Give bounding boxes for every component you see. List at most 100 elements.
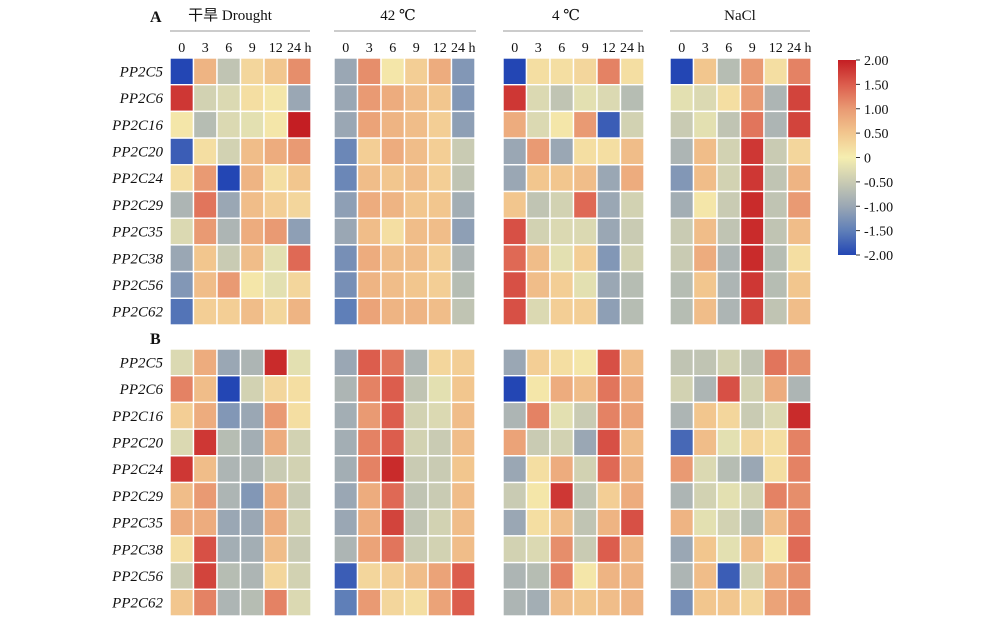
heatmap-cell-b-drought-pp2c56-t4	[263, 561, 289, 590]
heatmap-cell-b-4c-pp2c56-t5	[619, 561, 645, 590]
heatmap-cell-a-42c-pp2c24-t3	[403, 164, 429, 193]
heatmap-cell-a-42c-pp2c35-t1	[356, 217, 382, 246]
heatmap-cell-b-drought-pp2c24-t1	[192, 455, 218, 484]
heatmap-cell-a-4c-pp2c29-t5	[619, 190, 645, 219]
heatmap-cell-a-drought-pp2c20-t2	[216, 137, 242, 166]
heatmap-cell-b-nacl-pp2c24-t0	[669, 455, 695, 484]
heatmap-cell-a-4c-pp2c38-t5	[619, 244, 645, 273]
heatmap-cell-a-drought-pp2c24-t1	[192, 164, 218, 193]
heatmap-cell-a-42c-pp2c62-t3	[403, 297, 429, 326]
heatmap-cell-b-4c-pp2c62-t2	[549, 588, 575, 617]
heatmap-cell-a-42c-pp2c6-t3	[403, 83, 429, 113]
heatmap-cell-b-nacl-pp2c38-t2	[716, 535, 742, 564]
heatmap-cell-a-42c-pp2c5-t1	[356, 57, 382, 86]
heatmap-cell-a-drought-pp2c38-t0	[169, 244, 195, 273]
heatmap-cell-b-nacl-pp2c35-t0	[669, 508, 695, 537]
heatmap-cell-b-4c-pp2c24-t2	[549, 455, 575, 484]
heatmap-cell-a-4c-pp2c56-t2	[549, 270, 575, 300]
heatmap-cell-b-4c-pp2c62-t5	[619, 588, 645, 617]
heatmap-cell-b-42c-pp2c62-t2	[380, 588, 406, 617]
time-label-42c-2: 6	[389, 41, 396, 56]
heatmap-cell-b-nacl-pp2c24-t3	[739, 455, 765, 484]
heatmap-cell-a-nacl-pp2c56-t3	[739, 270, 765, 300]
heatmap-cell-b-42c-pp2c6-t3	[403, 375, 429, 404]
heatmap-cell-a-4c-pp2c20-t2	[549, 137, 575, 166]
heatmap-cell-a-42c-pp2c6-t4	[427, 83, 453, 113]
heatmap-cell-b-nacl-pp2c35-t5	[786, 508, 812, 537]
heatmap-cell-b-drought-pp2c16-t3	[239, 401, 265, 430]
heatmap-cell-b-42c-pp2c56-t1	[356, 561, 382, 590]
heatmap-cell-a-4c-pp2c24-t0	[502, 164, 528, 193]
heatmap-cell-a-drought-pp2c6-t2	[216, 83, 242, 113]
heatmap-cell-b-4c-pp2c6-t4	[596, 375, 622, 404]
heatmap-cell-b-nacl-pp2c16-t5	[786, 401, 812, 430]
heatmap-cell-b-drought-pp2c62-t2	[216, 588, 242, 617]
heatmap-cell-a-42c-pp2c20-t1	[356, 137, 382, 166]
heatmap-cell-b-drought-pp2c35-t3	[239, 508, 265, 537]
heatmap-cell-a-nacl-pp2c35-t5	[786, 217, 812, 246]
heatmap-cell-a-drought-pp2c5-t5	[286, 57, 312, 86]
heatmap-cell-a-drought-pp2c16-t5	[286, 110, 312, 139]
heatmap-cell-b-drought-pp2c38-t4	[263, 535, 289, 564]
heatmap-cell-a-drought-pp2c16-t1	[192, 110, 218, 139]
heatmap-cell-a-4c-pp2c16-t4	[596, 110, 622, 139]
heatmap-cell-a-4c-pp2c6-t0	[502, 83, 528, 113]
time-label-drought-3: 9	[249, 41, 256, 56]
heatmap-cell-b-drought-pp2c56-t0	[169, 561, 195, 590]
heatmap-cell-b-drought-pp2c6-t2	[216, 375, 242, 404]
heatmap-cell-b-drought-pp2c29-t3	[239, 481, 265, 510]
heatmap-cell-b-42c-pp2c20-t3	[403, 428, 429, 457]
heatmap-cell-a-4c-pp2c24-t3	[572, 164, 598, 193]
heatmap-cell-a-nacl-pp2c20-t0	[669, 137, 695, 166]
heatmap-cell-b-drought-pp2c62-t0	[169, 588, 195, 617]
heatmap-cell-a-drought-pp2c35-t2	[216, 217, 242, 246]
heatmap-cell-b-42c-pp2c29-t3	[403, 481, 429, 510]
heatmap-cell-b-42c-pp2c20-t5	[450, 428, 476, 457]
heatmap-cell-b-drought-pp2c62-t5	[286, 588, 312, 617]
gene-label-a-pp2c16: PP2C16	[111, 118, 163, 134]
heatmap-cell-a-nacl-pp2c38-t3	[739, 244, 765, 273]
heatmap-cell-b-4c-pp2c6-t3	[572, 375, 598, 404]
time-label-nacl-1: 3	[702, 41, 709, 56]
heatmap-cell-a-4c-pp2c29-t2	[549, 190, 575, 219]
gene-label-b-pp2c5: PP2C5	[119, 355, 164, 371]
heatmap-cell-a-4c-pp2c56-t3	[572, 270, 598, 300]
heatmap-cell-b-nacl-pp2c16-t3	[739, 401, 765, 430]
heatmap-cell-a-nacl-pp2c56-t2	[716, 270, 742, 300]
heatmap-cell-a-nacl-pp2c29-t3	[739, 190, 765, 219]
heatmap-cell-b-4c-pp2c24-t0	[502, 455, 528, 484]
heatmap-cell-b-drought-pp2c20-t0	[169, 428, 195, 457]
heatmap-cell-a-drought-pp2c20-t1	[192, 137, 218, 166]
gene-label-a-pp2c35: PP2C35	[111, 225, 163, 241]
heatmap-cell-a-4c-pp2c56-t1	[525, 270, 551, 300]
heatmap-cell-b-drought-pp2c35-t0	[169, 508, 195, 537]
heatmap-cell-a-4c-pp2c5-t4	[596, 57, 622, 86]
heatmap-cell-b-42c-pp2c56-t5	[450, 561, 476, 590]
heatmap-cell-b-nacl-pp2c20-t2	[716, 428, 742, 457]
heatmap-cell-b-drought-pp2c29-t0	[169, 481, 195, 510]
heatmap-cell-b-nacl-pp2c62-t2	[716, 588, 742, 617]
heatmap-cell-b-drought-pp2c35-t4	[263, 508, 289, 537]
heatmap-cell-b-42c-pp2c62-t4	[427, 588, 453, 617]
heatmap-cell-b-4c-pp2c20-t1	[525, 428, 551, 457]
heatmap-cell-b-nacl-pp2c20-t5	[786, 428, 812, 457]
heatmap-cell-a-4c-pp2c38-t4	[596, 244, 622, 273]
heatmap-cell-a-42c-pp2c38-t4	[427, 244, 453, 273]
heatmap-cell-b-42c-pp2c16-t2	[380, 401, 406, 430]
heatmap-cell-b-drought-pp2c5-t2	[216, 348, 242, 377]
colorbar-tick-label: -1.00	[864, 200, 893, 215]
heatmap-cell-a-nacl-pp2c20-t2	[716, 137, 742, 166]
heatmap-cell-a-nacl-pp2c62-t2	[716, 297, 742, 326]
heatmap-cell-a-nacl-pp2c24-t5	[786, 164, 812, 193]
heatmap-cell-a-drought-pp2c56-t0	[169, 270, 195, 300]
heatmap-cell-a-drought-pp2c24-t3	[239, 164, 265, 193]
heatmap-cell-b-nacl-pp2c38-t0	[669, 535, 695, 564]
heatmap-cell-a-4c-pp2c29-t4	[596, 190, 622, 219]
heatmap-cell-a-4c-pp2c35-t0	[502, 217, 528, 246]
time-label-42c-1: 3	[366, 41, 373, 56]
heatmap-cell-a-drought-pp2c38-t5	[286, 244, 312, 273]
heatmap-cell-b-drought-pp2c5-t1	[192, 348, 218, 377]
heatmap-cell-a-42c-pp2c38-t0	[333, 244, 359, 273]
heatmap-cell-a-nacl-pp2c6-t5	[786, 83, 812, 113]
gene-label-b-pp2c6: PP2C6	[119, 382, 164, 398]
